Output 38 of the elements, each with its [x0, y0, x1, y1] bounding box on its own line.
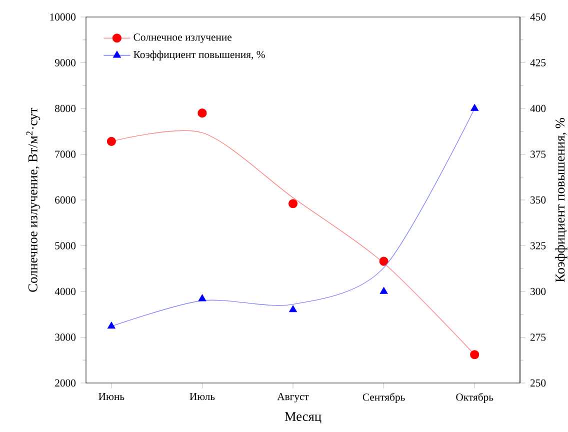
y2-tick-label: 250 [530, 379, 546, 387]
x-axis-title: Месяц [284, 412, 322, 424]
point [107, 322, 116, 329]
point [198, 294, 206, 302]
point [470, 104, 479, 111]
y-tick-label: 3000 [55, 334, 76, 341]
point [288, 199, 298, 208]
point [379, 256, 388, 266]
legend-label: Солнечное излучение [134, 34, 232, 43]
y2-tick-label: 400 [530, 104, 546, 112]
x-tick-label: Сентябрь [362, 393, 405, 403]
point [289, 305, 297, 312]
legend-label: Коэффициент повышения, % [134, 50, 265, 60]
y-tick-label: 10000 [50, 13, 76, 21]
y2-tick-label: 425 [530, 59, 546, 66]
y2-tick-label: 450 [530, 13, 546, 21]
point [380, 286, 388, 294]
x-tick-label: Октябрь [456, 393, 494, 403]
y2-tick-label: 325 [530, 242, 546, 250]
x-tick-label: Июнь [98, 393, 124, 400]
y-tick-label: 2000 [55, 379, 76, 387]
y-tick-label: 5000 [55, 242, 76, 250]
y2-tick-label: 275 [530, 334, 546, 341]
point [198, 108, 207, 118]
point [106, 136, 116, 146]
x-tick-label: Июль [190, 393, 215, 400]
y-tick-label: 4000 [54, 288, 76, 296]
y2-tick-label: 300 [530, 288, 546, 296]
y2-tick-label: 350 [530, 196, 546, 204]
y2-tick-label: 375 [530, 150, 546, 158]
y2-axis-title: Коэффициент повышения, % [555, 118, 568, 282]
point [470, 350, 480, 360]
y-tick-label: 8000 [55, 104, 76, 112]
y-tick-label: 6000 [55, 196, 76, 204]
y-axis-title: Солнечное излучение, Вт/м$^{2}$·сут [26, 108, 40, 292]
y-tick-label: 9000 [54, 59, 76, 66]
x-tick-label: Август [277, 393, 309, 402]
y-tick-label: 7000 [55, 150, 76, 158]
